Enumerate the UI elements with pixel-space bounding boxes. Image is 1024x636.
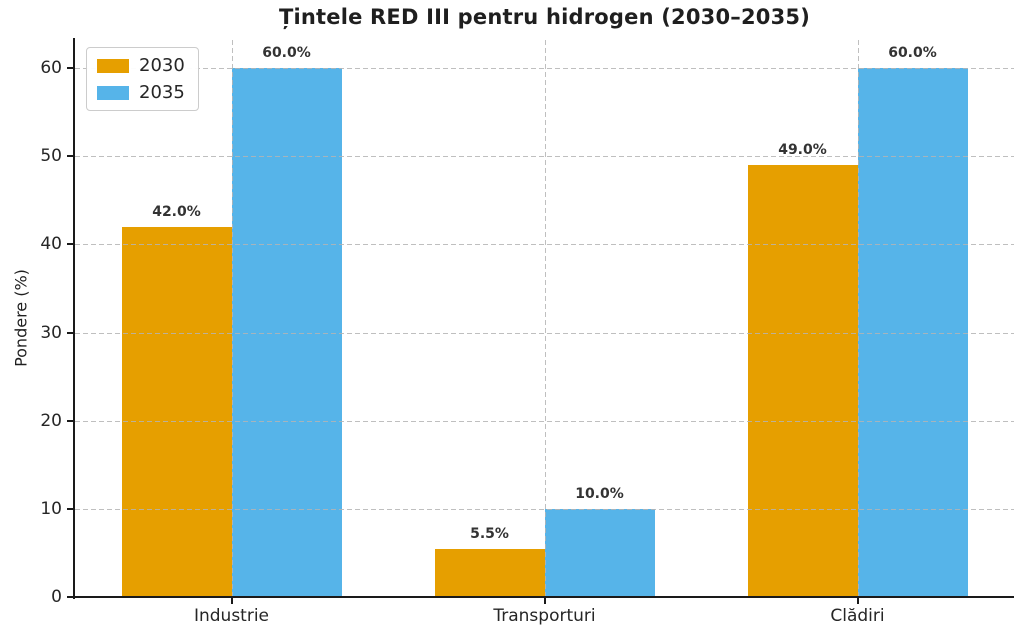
bottom-spine	[73, 596, 1014, 598]
x-tick-Industrie	[230, 598, 233, 604]
left-spine	[73, 38, 75, 599]
bar-2030-Industrie	[121, 226, 232, 597]
legend-swatch-2030	[97, 58, 129, 73]
y-tick-10	[67, 507, 75, 510]
value-label-2030-Clădiri: 49.0%	[778, 142, 827, 159]
chart-title: Țintele RED III pentru hidrogen (2030–20…	[278, 5, 811, 29]
y-tick-label-60: 60	[40, 58, 62, 79]
y-tick-label-50: 50	[40, 146, 62, 167]
gridline-v-Transporturi	[544, 40, 546, 597]
legend-item-2030: 2030	[97, 55, 185, 76]
x-tick-Transporturi	[543, 598, 546, 604]
value-label-2035-Industrie: 60.0%	[262, 45, 311, 62]
y-tick-20	[67, 419, 75, 422]
y-tick-50	[67, 155, 75, 158]
value-label-2035-Clădiri: 60.0%	[888, 45, 937, 62]
y-axis-label: Pondere (%)	[11, 269, 31, 367]
y-tick-60	[67, 67, 75, 70]
legend-label-2035: 2035	[139, 82, 185, 103]
legend-item-2035: 2035	[97, 82, 185, 103]
x-tick-label-Clădiri: Clădiri	[830, 606, 885, 626]
legend-swatch-2035	[97, 85, 129, 100]
y-tick-label-30: 30	[40, 322, 62, 343]
y-tick-label-40: 40	[40, 234, 62, 255]
gridline-v-Industrie	[231, 40, 233, 597]
value-label-2035-Transporturi: 10.0%	[575, 485, 624, 502]
legend-label-2030: 2030	[139, 55, 185, 76]
x-tick-Clădiri	[856, 598, 859, 604]
x-tick-label-Industrie: Industrie	[193, 606, 270, 626]
gridline-v-Clădiri	[857, 40, 859, 597]
bar-2030-Clădiri	[747, 165, 858, 597]
value-label-2030-Industrie: 42.0%	[152, 203, 201, 220]
y-tick-0	[67, 596, 75, 598]
y-tick-40	[67, 243, 75, 246]
x-tick-label-Transporturi: Transporturi	[493, 606, 596, 626]
value-label-2030-Transporturi: 5.5%	[470, 525, 509, 542]
y-tick-30	[67, 331, 75, 334]
bar-2035-Transporturi	[544, 508, 655, 597]
y-tick-label-10: 10	[40, 498, 62, 519]
legend: 2030 2035	[86, 47, 199, 111]
y-tick-label-20: 20	[40, 410, 62, 431]
y-tick-label-0: 0	[51, 587, 62, 607]
bar-2035-Industrie	[231, 68, 342, 597]
bar-2035-Clădiri	[857, 68, 968, 597]
bar-2030-Transporturi	[434, 548, 545, 597]
